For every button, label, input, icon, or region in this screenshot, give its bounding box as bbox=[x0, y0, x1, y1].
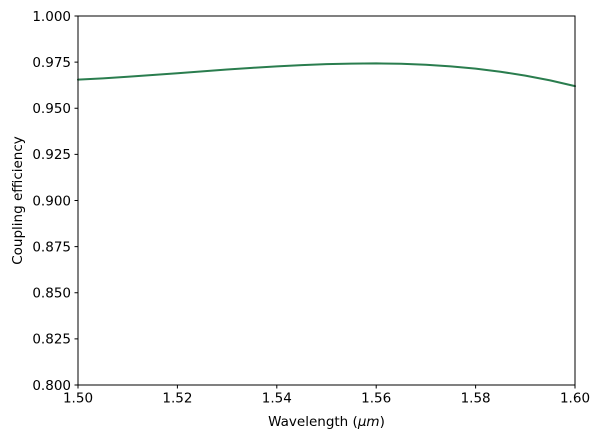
y-tick-label: 0.825 bbox=[32, 332, 71, 348]
x-axis-ticks: 1.50 1.52 1.54 1.56 1.58 1.60 bbox=[63, 385, 590, 407]
y-tick-label: 0.875 bbox=[32, 239, 71, 255]
series-group bbox=[77, 62, 576, 88]
y-tick-label: 0.950 bbox=[32, 101, 71, 117]
x-tick-label: 1.50 bbox=[63, 391, 93, 407]
y-axis-ticks: 0.800 0.825 0.850 0.875 0.900 0.925 0.950 0.975… bbox=[32, 9, 78, 394]
x-axis-label-unit: μm bbox=[357, 414, 380, 430]
x-tick-label: 1.58 bbox=[461, 391, 491, 407]
y-tick-label: 0.900 bbox=[32, 193, 71, 209]
x-axis-label-suffix: ) bbox=[380, 414, 385, 430]
y-tick-label: 0.800 bbox=[32, 378, 71, 394]
series-line-coupling-efficiency bbox=[77, 62, 576, 88]
y-tick-label: 1.000 bbox=[32, 9, 71, 25]
x-axis-label: Wavelength (μm) bbox=[268, 414, 385, 430]
axes-spines bbox=[77, 15, 576, 386]
y-axis-label: Coupling efficiency bbox=[10, 136, 26, 265]
x-tick-label: 1.60 bbox=[560, 391, 590, 407]
x-tick-label: 1.54 bbox=[262, 391, 292, 407]
x-tick-label: 1.52 bbox=[162, 391, 192, 407]
y-tick-label: 0.975 bbox=[32, 55, 71, 71]
y-tick-label: 0.850 bbox=[32, 286, 71, 302]
y-tick-label: 0.925 bbox=[32, 147, 71, 163]
x-tick-label: 1.56 bbox=[361, 391, 391, 407]
x-axis-label-prefix: Wavelength ( bbox=[268, 414, 358, 430]
plot-area bbox=[78, 16, 575, 385]
